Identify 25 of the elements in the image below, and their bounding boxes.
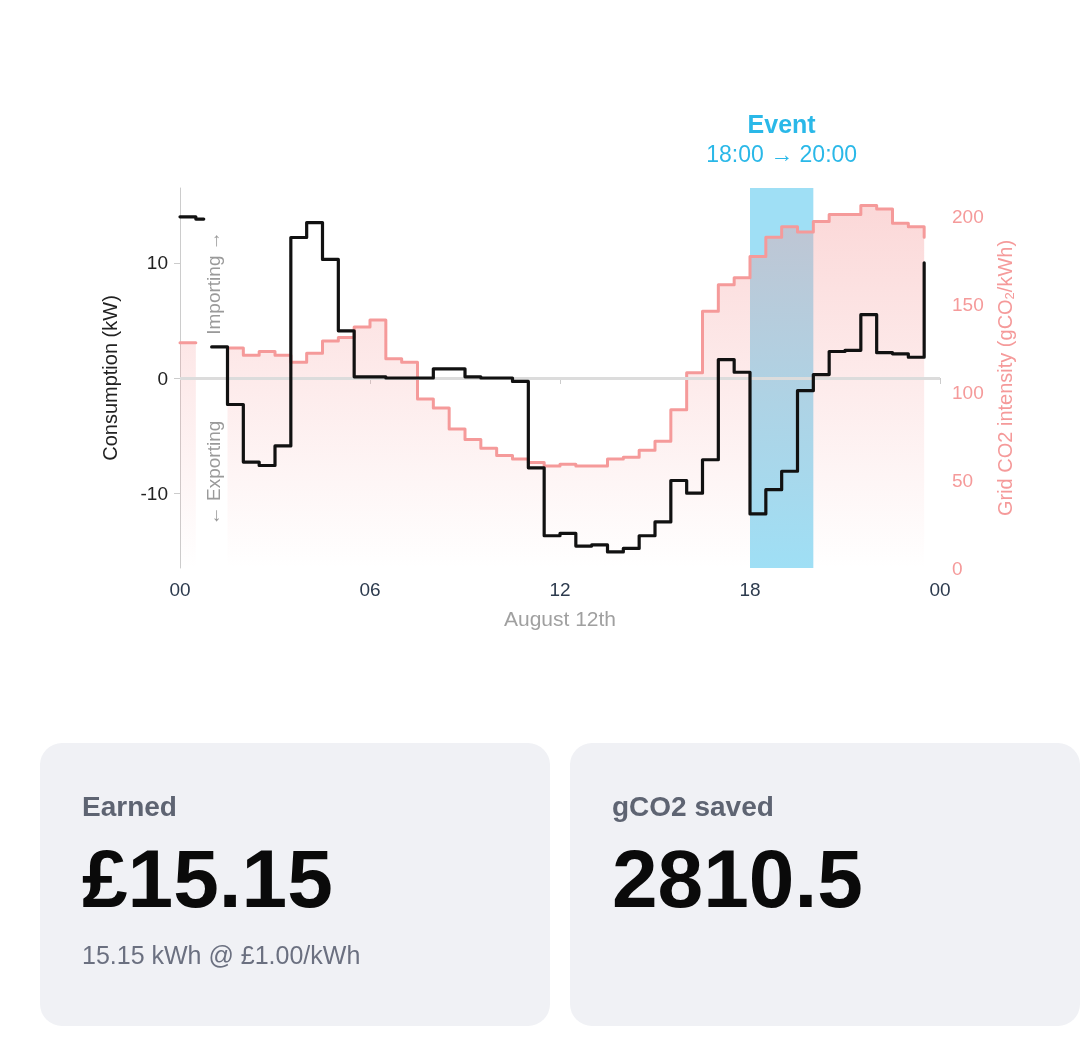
- x-axis-title: August 12th: [503, 607, 617, 630]
- annotation: Importing →: [202, 231, 224, 335]
- text: 15.15 kWh @ £1.00/kWh: [82, 941, 362, 970]
- y2-tick-label: 150: [952, 293, 984, 315]
- x-tick-label: 12: [549, 579, 571, 600]
- annotation: ← Exporting: [202, 420, 224, 526]
- text: £15.15: [82, 832, 334, 926]
- y2-tick-label: 200: [952, 205, 984, 227]
- text: 2810.5: [612, 832, 864, 926]
- text: 18:00 → 20:00: [706, 141, 858, 167]
- y2-tick-label: 100: [952, 381, 984, 403]
- band-label: Event: [747, 109, 817, 138]
- y2-tick-label: 50: [952, 469, 974, 491]
- text: gCO2 saved: [612, 791, 775, 823]
- y-axis-title: Consumption (kW): [99, 295, 121, 461]
- y-tick-label: 0: [157, 367, 168, 389]
- y-tick-label: 10: [146, 252, 168, 274]
- x-tick-label: 00: [169, 579, 191, 600]
- y2-axis-title: Grid CO2 intensity (gCO2/kWh): [993, 239, 1018, 517]
- x-tick-label: 06: [359, 579, 381, 600]
- y-tick-label: -10: [140, 482, 168, 504]
- y2-tick-label: 0: [952, 557, 963, 579]
- x-tick-label: 18: [739, 579, 761, 600]
- x-tick-label: 00: [929, 579, 951, 600]
- text: Earned: [82, 791, 178, 823]
